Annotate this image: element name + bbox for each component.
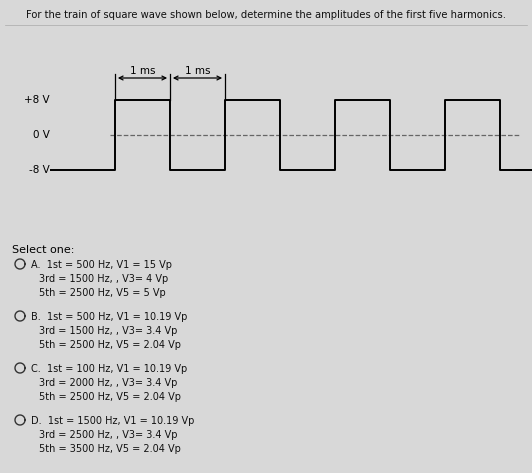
Text: 0 V: 0 V (33, 130, 50, 140)
Text: A.  1st = 500 Hz, V1 = 15 Vp: A. 1st = 500 Hz, V1 = 15 Vp (31, 260, 172, 270)
Text: B.  1st = 500 Hz, V1 = 10.19 Vp: B. 1st = 500 Hz, V1 = 10.19 Vp (31, 312, 187, 322)
Text: 3rd = 2000 Hz, , V3= 3.4 Vp: 3rd = 2000 Hz, , V3= 3.4 Vp (39, 378, 177, 388)
Text: +8 V: +8 V (24, 95, 50, 105)
Text: 5th = 2500 Hz, V5 = 5 Vp: 5th = 2500 Hz, V5 = 5 Vp (39, 288, 166, 298)
Text: 5th = 3500 Hz, V5 = 2.04 Vp: 5th = 3500 Hz, V5 = 2.04 Vp (39, 444, 181, 454)
Text: 3rd = 1500 Hz, , V3= 4 Vp: 3rd = 1500 Hz, , V3= 4 Vp (39, 274, 168, 284)
Text: 1 ms: 1 ms (185, 66, 210, 76)
Text: 3rd = 2500 Hz, , V3= 3.4 Vp: 3rd = 2500 Hz, , V3= 3.4 Vp (39, 430, 178, 440)
Text: For the train of square wave shown below, determine the amplitudes of the first : For the train of square wave shown below… (26, 10, 506, 20)
Text: 3rd = 1500 Hz, , V3= 3.4 Vp: 3rd = 1500 Hz, , V3= 3.4 Vp (39, 326, 177, 336)
Text: -8 V: -8 V (29, 165, 50, 175)
Text: 5th = 2500 Hz, V5 = 2.04 Vp: 5th = 2500 Hz, V5 = 2.04 Vp (39, 392, 181, 402)
Text: 1 ms: 1 ms (130, 66, 155, 76)
Text: D.  1st = 1500 Hz, V1 = 10.19 Vp: D. 1st = 1500 Hz, V1 = 10.19 Vp (31, 416, 194, 426)
Text: C.  1st = 100 Hz, V1 = 10.19 Vp: C. 1st = 100 Hz, V1 = 10.19 Vp (31, 364, 187, 374)
Text: 5th = 2500 Hz, V5 = 2.04 Vp: 5th = 2500 Hz, V5 = 2.04 Vp (39, 340, 181, 350)
Text: Select one:: Select one: (12, 245, 74, 255)
